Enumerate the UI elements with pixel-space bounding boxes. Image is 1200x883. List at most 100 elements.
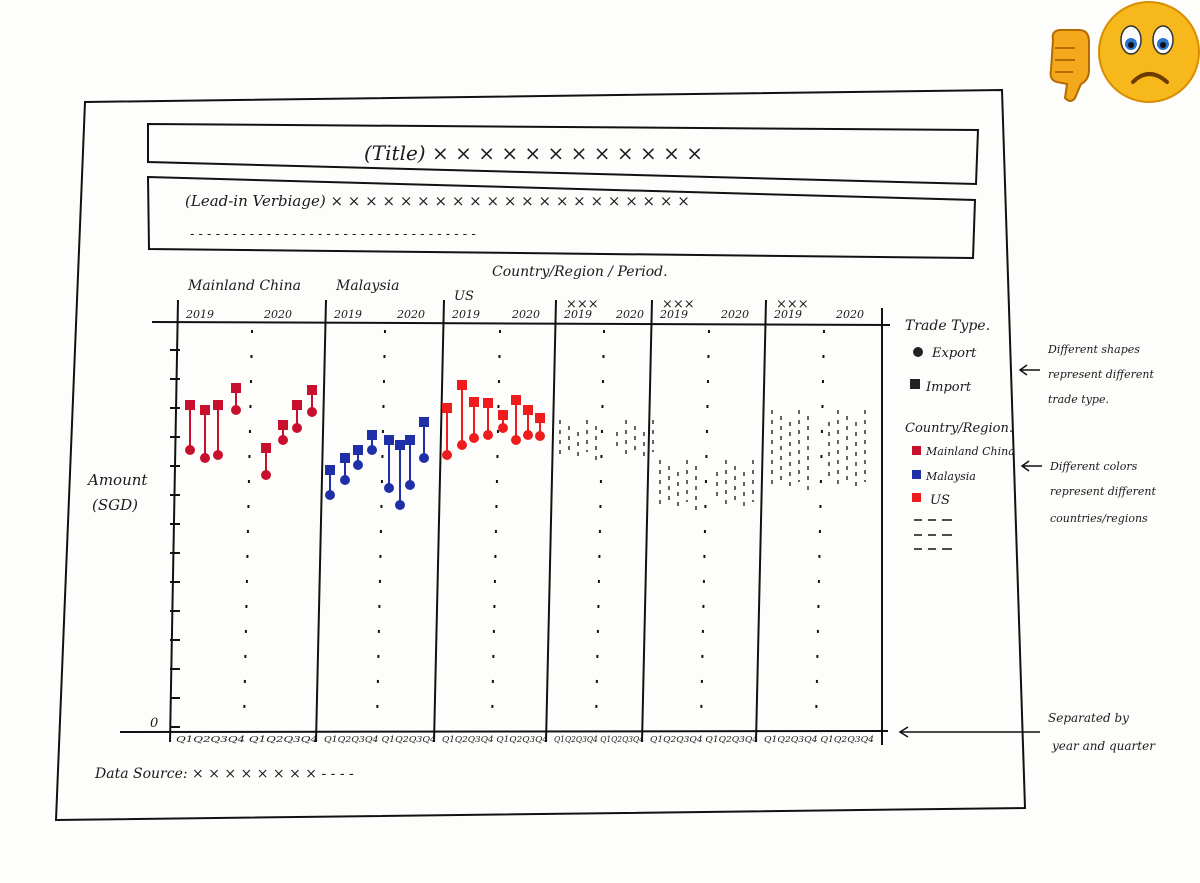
export-marker [353, 460, 363, 470]
lead-in-text-line1: (Lead-in Verbiage) × × × × × × × × × × ×… [185, 192, 690, 210]
panel-separator [545, 299, 557, 743]
import-marker [498, 410, 508, 420]
shapes-note-line3: trade type. [1048, 393, 1109, 406]
legend-import-label: Import [925, 380, 972, 395]
panel-year-label: 2020 [720, 308, 749, 321]
panel-region-label: US [454, 289, 474, 304]
export-marker [523, 430, 533, 440]
y-axis-label-line2: (SGD) [92, 496, 138, 514]
export-marker [261, 470, 271, 480]
title-text: (Title) × × × × × × × × × × × × [364, 141, 703, 165]
legend-china-swatch [912, 446, 921, 455]
export-marker [278, 435, 288, 445]
year-divider [815, 329, 825, 726]
year-divider [700, 329, 710, 726]
legend-china-label: Mainland China [925, 445, 1015, 458]
export-marker [340, 475, 350, 485]
panel-year-label: 2019 [659, 308, 688, 321]
column-header: Country/Region / Period. [492, 264, 668, 280]
year-divider [491, 329, 501, 726]
export-marker [231, 405, 241, 415]
import-marker [278, 420, 288, 430]
import-marker [511, 395, 521, 405]
export-marker [200, 453, 210, 463]
import-marker [185, 400, 195, 410]
data-source-text: Data Source: × × × × × × × × - - - - [94, 766, 354, 782]
legend-trade-type-title: Trade Type. [905, 318, 990, 334]
panel-year-label: 2019 [451, 308, 480, 321]
panel-separator [641, 299, 653, 743]
year-divider [243, 329, 253, 726]
year-divider [376, 329, 386, 726]
export-marker [292, 423, 302, 433]
outer-frame [54, 88, 1027, 822]
shapes-note-line2: represent different [1048, 368, 1154, 381]
import-marker [483, 398, 493, 408]
import-marker [307, 385, 317, 395]
panels: Mainland China 2019 2020 Q1Q2Q3Q4 Q1Q2Q3Q4 M… [176, 278, 874, 744]
import-marker [340, 453, 350, 463]
panel-quarter-labels: Q1Q2Q3Q4 Q1Q2Q3Q4 [764, 735, 874, 744]
panel-quarter-labels: Q1Q2Q3Q4 Q1Q2Q3Q4 [176, 735, 318, 744]
legend-export-marker [913, 347, 923, 357]
export-marker [535, 431, 545, 441]
panel-year-label: 2019 [333, 308, 362, 321]
export-marker [185, 445, 195, 455]
import-marker [200, 405, 210, 415]
legend-us-swatch [912, 493, 921, 502]
import-marker [231, 383, 241, 393]
panel-year-label: 2020 [511, 308, 540, 321]
import-marker [261, 443, 271, 453]
export-marker [483, 430, 493, 440]
panel-separator [755, 299, 767, 743]
colors-note-line1: Different colors [1049, 460, 1138, 473]
panel-region-label: Mainland China [187, 278, 301, 294]
panel-region-label: ××× [776, 297, 809, 312]
panel-quarter-labels: Q1Q2Q3Q4 Q1Q2Q3Q4 [324, 735, 436, 744]
legend-export-label: Export [931, 346, 977, 361]
year-divider [595, 329, 605, 726]
import-marker [469, 397, 479, 407]
import-marker [325, 465, 335, 475]
import-marker [367, 430, 377, 440]
legend-country-title: Country/Region. [905, 421, 1013, 436]
panel-region-label: ××× [566, 297, 599, 312]
export-marker [469, 433, 479, 443]
separated-note-line1: Separated by [1048, 711, 1129, 725]
arrow-shapes-note [1018, 364, 1040, 376]
sad-face-icon [1098, 1, 1200, 103]
panel-year-label: 2020 [396, 308, 425, 321]
thumbs-down-sad-emoji [1049, 1, 1200, 103]
import-marker [442, 403, 452, 413]
panel-year-label: 2020 [835, 308, 864, 321]
panel-quarter-labels: Q1Q2Q3Q4 Q1Q2Q3Q4 [554, 735, 644, 744]
zero-label: 0 [150, 716, 158, 731]
shapes-note-line1: Different shapes [1047, 343, 1140, 356]
import-marker [419, 417, 429, 427]
arrow-colors-note [1020, 460, 1042, 472]
panel-year-label: 2019 [185, 308, 214, 321]
legend-malaysia-swatch [912, 470, 921, 479]
export-marker [457, 440, 467, 450]
export-marker [367, 445, 377, 455]
y-axis-label-line1: Amount [86, 471, 148, 489]
year-header-line [151, 321, 891, 326]
import-marker [353, 445, 363, 455]
export-marker [213, 450, 223, 460]
import-marker [213, 400, 223, 410]
export-marker [325, 490, 335, 500]
panel-year-label: 2020 [615, 308, 644, 321]
panel-region-label: ××× [662, 297, 695, 312]
colors-note-line3: countries/regions [1050, 512, 1148, 525]
export-marker [498, 423, 508, 433]
panel-separator [433, 299, 445, 743]
import-marker [292, 400, 302, 410]
panel-region-label: Malaysia [335, 278, 399, 294]
arrow-separated-note [898, 726, 1040, 738]
panel-year-label: 2019 [773, 308, 802, 321]
export-marker [511, 435, 521, 445]
title-box [147, 122, 980, 186]
y-axis-line [169, 299, 179, 743]
legend-dash-lines [914, 519, 952, 550]
